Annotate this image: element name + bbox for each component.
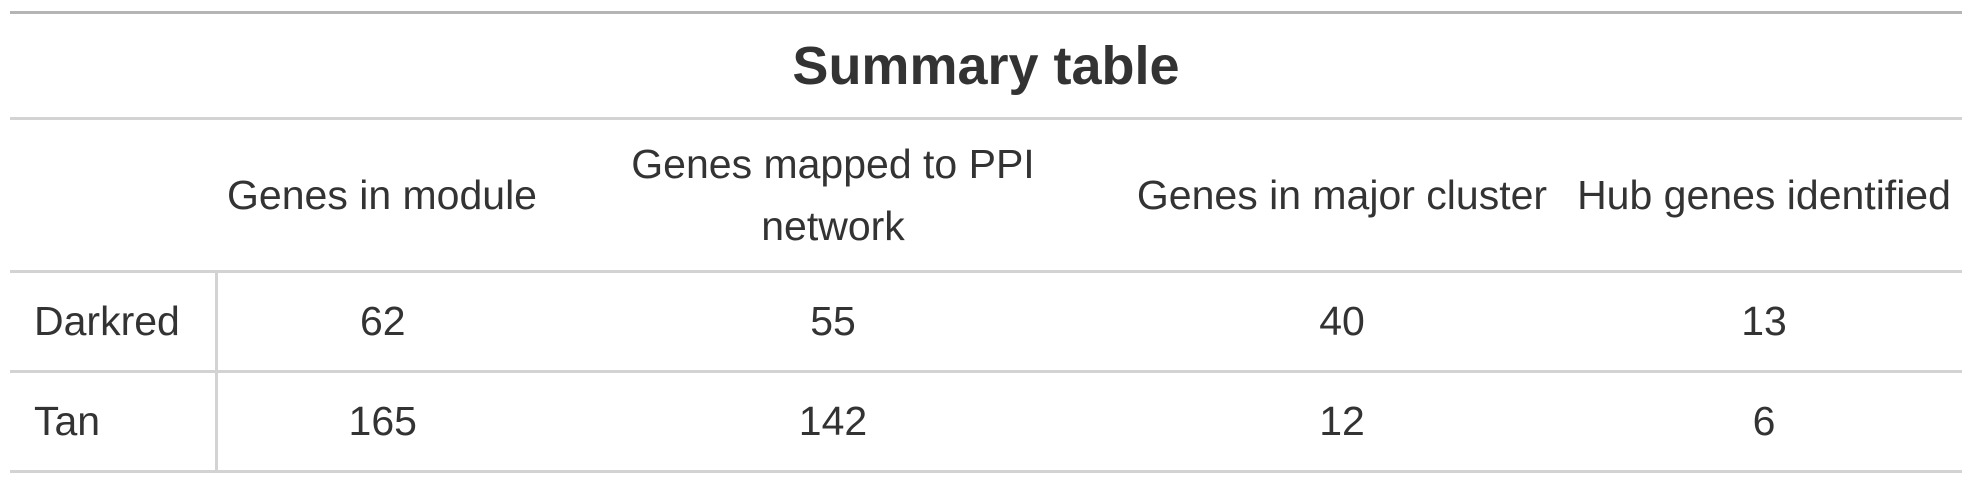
table-cell: 62 [216,271,548,373]
table-cell: 12 [1118,371,1566,473]
table-cell: 40 [1118,271,1566,373]
table-cell: 165 [216,371,548,473]
table-cell: 13 [1566,271,1962,373]
column-header-genes-in-module: Genes in module [216,118,548,273]
summary-table-container: Summary table Genes in module Genes mapp… [10,11,1962,473]
table-cell: 6 [1566,371,1962,473]
stub-header [10,118,216,273]
column-header-genes-mapped-to-ppi: Genes mapped to PPI network [548,118,1118,273]
column-header-hub-genes-identified: Hub genes identified [1566,118,1962,273]
column-header-genes-in-major-cluster: Genes in major cluster [1118,118,1566,273]
table-row: Darkred 62 55 40 13 [10,271,1962,373]
title-row: Summary table [10,14,1962,120]
column-header-row: Genes in module Genes mapped to PPI netw… [10,118,1962,273]
table-cell: 142 [548,371,1118,473]
summary-table: Summary table Genes in module Genes mapp… [10,11,1962,473]
table-title: Summary table [10,14,1962,120]
table-cell: 55 [548,271,1118,373]
top-rule [10,11,1962,15]
table-row: Tan 165 142 12 6 [10,371,1962,473]
row-label-tan: Tan [10,371,218,473]
row-label-darkred: Darkred [10,271,218,373]
